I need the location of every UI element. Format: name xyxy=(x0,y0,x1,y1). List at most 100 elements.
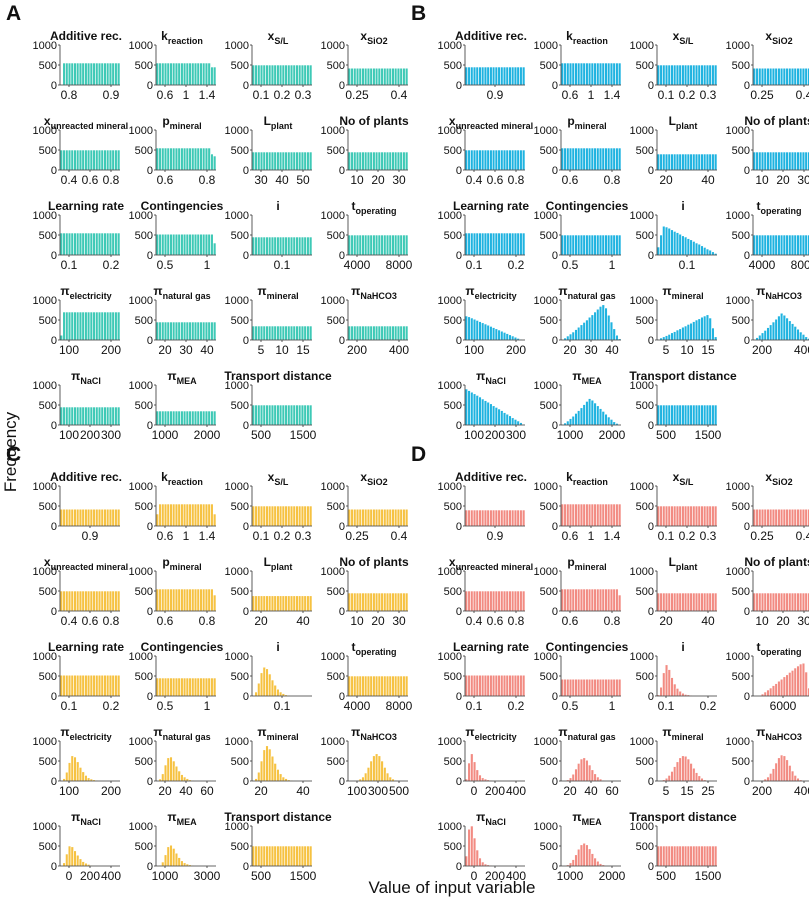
histogram-bar xyxy=(695,154,698,170)
histogram-bar xyxy=(172,848,175,866)
x-tick-label: 30 xyxy=(797,173,809,187)
histogram-bar xyxy=(657,593,660,611)
histogram-bar xyxy=(65,312,68,340)
y-tick-label: 1000 xyxy=(33,210,57,222)
histogram-bar xyxy=(282,326,285,340)
histogram-bar xyxy=(802,334,805,340)
histogram-bar xyxy=(596,309,599,340)
histogram-bar xyxy=(468,675,471,696)
histogram-bar xyxy=(511,150,514,170)
subplot-title: xSiO2 xyxy=(360,470,387,487)
histogram-bar xyxy=(492,233,495,255)
histogram-bar xyxy=(293,65,296,85)
histogram-bar xyxy=(104,509,107,526)
x-tick-label: 200 xyxy=(80,869,100,883)
histogram-bar xyxy=(351,235,354,255)
histogram-bar xyxy=(610,589,613,611)
histogram-bar xyxy=(490,67,493,85)
histogram-bar xyxy=(293,846,296,866)
histogram-bar xyxy=(492,510,495,526)
histogram-bar xyxy=(668,334,671,340)
x-tick-label: 1500 xyxy=(290,869,317,883)
y-tick-label: 500 xyxy=(231,315,249,327)
histogram-bar xyxy=(109,312,112,340)
histogram-bar xyxy=(786,675,789,696)
histogram-bar xyxy=(465,389,468,425)
x-tick-label: 30 xyxy=(392,614,406,628)
subplot-title: πMEA xyxy=(167,810,197,827)
y-tick-label: 1000 xyxy=(534,736,558,748)
subplot-title: Contingencies xyxy=(546,640,629,654)
y-tick-label: 500 xyxy=(231,671,249,683)
histogram-bar xyxy=(172,234,175,255)
histogram-bar xyxy=(706,846,709,866)
histogram-bar xyxy=(692,768,695,781)
histogram-bar xyxy=(115,407,118,425)
y-tick-label: 500 xyxy=(636,501,654,513)
subplot-title: Learning rate xyxy=(453,640,529,654)
histogram-bar xyxy=(175,63,178,85)
histogram-bar xyxy=(109,591,112,611)
x-tick-label: 8000 xyxy=(386,258,413,272)
histogram-bar xyxy=(304,326,307,340)
y-tick-label: 0 xyxy=(51,420,57,432)
subplot-title: Lplant xyxy=(669,114,698,131)
histogram-bar xyxy=(271,65,274,85)
histogram-bar xyxy=(490,404,493,425)
histogram-bar xyxy=(671,405,674,425)
y-tick-label: 500 xyxy=(135,230,153,242)
histogram-bar xyxy=(106,63,109,85)
histogram-bar xyxy=(403,152,406,170)
histogram-bar xyxy=(74,63,77,85)
histogram-bar xyxy=(397,509,400,526)
histogram-bar xyxy=(277,405,280,425)
histogram-bar xyxy=(780,313,783,340)
histogram-bar xyxy=(712,328,715,340)
histogram-bar xyxy=(616,148,619,170)
histogram-bar xyxy=(495,150,498,170)
histogram-bar xyxy=(60,591,63,611)
histogram-bar xyxy=(657,506,660,526)
histogram-bar xyxy=(101,675,104,696)
histogram-bar xyxy=(698,405,701,425)
x-tick-label: 5 xyxy=(663,784,670,798)
histogram-bar xyxy=(257,405,260,425)
histogram-bar xyxy=(509,591,512,611)
histogram-bar xyxy=(794,68,797,85)
histogram-bar xyxy=(112,675,115,696)
histogram-bar xyxy=(665,336,668,340)
y-tick-label: 500 xyxy=(327,501,345,513)
histogram-bar xyxy=(580,845,583,866)
subplot-title: i xyxy=(276,640,279,654)
y-tick-label: 500 xyxy=(39,145,57,157)
y-tick-label: 0 xyxy=(552,250,558,262)
x-tick-label: 0.4 xyxy=(61,614,78,628)
histogram-bar xyxy=(506,67,509,85)
y-tick-label: 1000 xyxy=(726,125,750,137)
histogram-bar xyxy=(252,596,255,611)
histogram-bar xyxy=(479,67,482,85)
histogram-bar xyxy=(487,675,490,696)
histogram-bar xyxy=(470,675,473,696)
histogram-bar xyxy=(252,152,255,170)
histogram-bar xyxy=(695,846,698,866)
histogram-bar xyxy=(509,510,512,526)
histogram-bar xyxy=(492,328,495,340)
y-tick-label: 0 xyxy=(744,776,750,788)
histogram-bar xyxy=(170,845,173,866)
histogram-bar xyxy=(252,65,255,85)
histogram-bar xyxy=(514,510,517,526)
histogram-bar xyxy=(197,589,200,611)
histogram-bar xyxy=(481,399,484,425)
histogram-bar xyxy=(490,150,493,170)
y-tick-label: 500 xyxy=(540,400,558,412)
histogram-bar xyxy=(479,858,482,866)
histogram-bar xyxy=(161,678,164,696)
histogram-bar xyxy=(277,65,280,85)
histogram-bar xyxy=(202,234,205,255)
x-tick-label: 1.4 xyxy=(604,529,621,543)
histogram-bar xyxy=(514,67,517,85)
